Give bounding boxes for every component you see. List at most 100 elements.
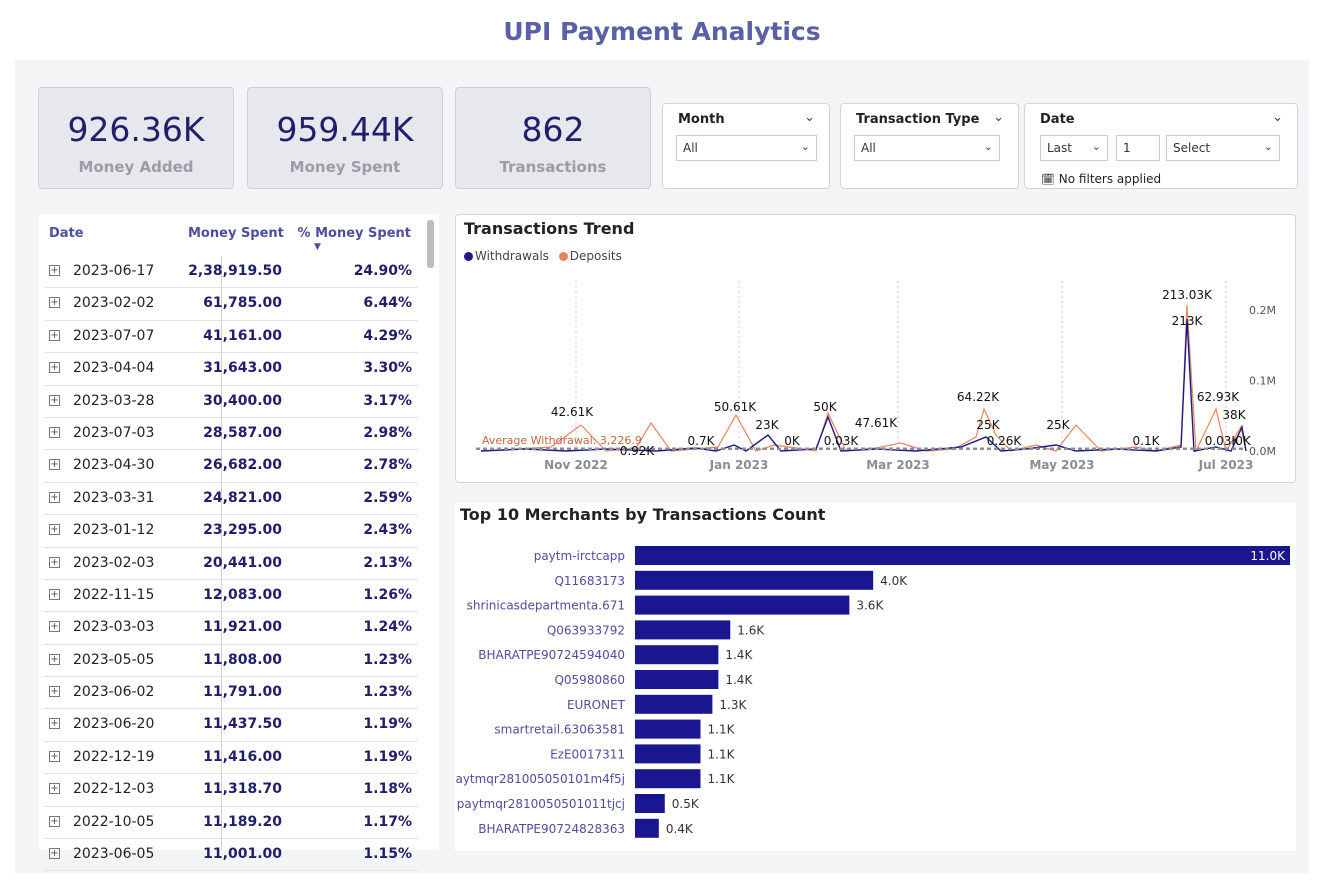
expand-icon[interactable]: + bbox=[49, 848, 60, 860]
merchant-bar[interactable] bbox=[635, 620, 731, 640]
legend-item-withdrawals[interactable]: Withdrawals bbox=[464, 249, 549, 263]
table-body: +2023-06-17 2,38,919.50 24.90% +2023-02-02 6… bbox=[44, 256, 418, 872]
merchant-bar[interactable] bbox=[635, 670, 719, 689]
deposits-series-line bbox=[480, 304, 1247, 454]
expand-icon[interactable]: + bbox=[49, 265, 60, 276]
merchant-bar[interactable] bbox=[635, 794, 665, 813]
expand-icon[interactable]: + bbox=[49, 750, 60, 762]
cell-date: 2022-12-03 bbox=[73, 781, 155, 798]
slicer-title: Month bbox=[678, 112, 725, 127]
expand-icon[interactable]: + bbox=[49, 459, 60, 471]
transaction-type-dropdown[interactable]: All ⌄ bbox=[854, 135, 1000, 161]
expand-icon[interactable]: + bbox=[49, 297, 60, 309]
table-row[interactable]: +2023-07-03 28,587.00 2.98% bbox=[44, 418, 418, 451]
kpi-card-transactions[interactable]: 862 Transactions bbox=[455, 87, 651, 189]
expand-icon[interactable]: + bbox=[49, 815, 60, 827]
table-row[interactable]: +2023-04-04 31,643.00 3.30% bbox=[44, 353, 418, 386]
table-scrollbar[interactable] bbox=[427, 220, 434, 268]
merchants-bar-chart[interactable]: paytm-irctcapp 11.0K Q11683173 4.0K shrinica… bbox=[455, 503, 1296, 851]
table-row[interactable]: +2023-01-12 23,295.00 2.43% bbox=[44, 515, 418, 548]
table-row[interactable]: +2023-03-03 11,921.00 1.24% bbox=[44, 612, 418, 645]
kpi-card-money-added[interactable]: 926.36K Money Added bbox=[38, 87, 234, 189]
merchant-bar[interactable] bbox=[635, 818, 659, 838]
category-label: BHARATPE90724594040 bbox=[478, 648, 625, 662]
dropdown-value: All bbox=[683, 141, 698, 155]
legend-label: Deposits bbox=[569, 249, 622, 263]
expand-icon[interactable]: + bbox=[49, 524, 60, 536]
cell-date: 2023-07-03 bbox=[73, 424, 155, 441]
cell-date: 2023-04-30 bbox=[73, 457, 155, 474]
table-row[interactable]: +2023-03-31 24,821.00 2.59% bbox=[44, 483, 418, 516]
period-count-input[interactable]: 1 bbox=[1116, 135, 1160, 161]
expand-icon[interactable]: + bbox=[49, 491, 60, 503]
data-label: 62.93K bbox=[1197, 390, 1240, 404]
kpi-value: 926.36K bbox=[67, 110, 205, 149]
expand-icon[interactable]: + bbox=[49, 426, 60, 438]
page-title: UPI Payment Analytics bbox=[503, 17, 821, 46]
trend-chart[interactable]: 0.0M 0.1M 0.2M Nov 2022 Jan 2023 Mar 2023 May … bbox=[456, 215, 1297, 484]
merchant-bar[interactable] bbox=[635, 595, 850, 615]
table-row[interactable]: +2022-11-15 12,083.00 1.26% bbox=[44, 580, 418, 613]
data-label: 0.92K bbox=[620, 444, 656, 458]
table-row[interactable]: +2023-06-02 11,791.00 1.23% bbox=[44, 677, 418, 710]
merchant-bar[interactable] bbox=[635, 546, 1290, 565]
month-slicer[interactable]: Month ⌄ All ⌄ bbox=[662, 103, 830, 189]
legend-item-deposits[interactable]: Deposits bbox=[558, 249, 622, 263]
merchant-bar[interactable] bbox=[635, 570, 874, 590]
date-slicer[interactable]: Date ⌄ Last ⌄ 1 Select ⌄ 🗓 No filters ap… bbox=[1024, 103, 1298, 189]
cell-money-spent: 24,821.00 bbox=[203, 489, 282, 506]
merchant-bar[interactable] bbox=[635, 645, 719, 665]
category-label: paytm-irctcapp bbox=[534, 549, 625, 563]
table-row[interactable]: +2023-07-07 41,161.00 4.29% bbox=[44, 321, 418, 354]
cell-pct-money-spent: 1.15% bbox=[363, 846, 412, 863]
cell-pct-money-spent: 1.17% bbox=[363, 813, 412, 830]
table-row[interactable]: +2022-12-03 11,318.70 1.18% bbox=[44, 774, 418, 807]
expand-icon[interactable]: + bbox=[49, 653, 60, 665]
table-row[interactable]: +2022-12-19 11,416.00 1.19% bbox=[44, 742, 418, 775]
column-header-money-spent[interactable]: Money Spent bbox=[188, 226, 284, 241]
table-row[interactable]: +2023-05-05 11,808.00 1.23% bbox=[44, 645, 418, 678]
table-row[interactable]: +2023-06-05 11,001.00 1.15% bbox=[44, 839, 418, 872]
kpi-card-money-spent[interactable]: 959.44K Money Spent bbox=[247, 87, 443, 189]
expand-icon[interactable]: + bbox=[49, 588, 60, 600]
table-row[interactable]: +2022-10-05 11,189.20 1.17% bbox=[44, 807, 418, 840]
month-dropdown[interactable]: All ⌄ bbox=[676, 135, 817, 161]
expand-icon[interactable]: + bbox=[49, 783, 60, 795]
merchant-bar[interactable] bbox=[635, 694, 713, 714]
chevron-down-icon[interactable]: ⌄ bbox=[993, 110, 1004, 125]
expand-icon[interactable]: + bbox=[49, 718, 60, 730]
column-header-pct-money-spent[interactable]: % Money Spent bbox=[297, 226, 411, 241]
merchant-bar[interactable] bbox=[635, 769, 701, 789]
expand-icon[interactable]: + bbox=[49, 329, 60, 341]
table-row[interactable]: +2023-06-20 11,437.50 1.19% bbox=[44, 709, 418, 742]
table-row[interactable]: +2023-03-28 30,400.00 3.17% bbox=[44, 386, 418, 418]
table-row[interactable]: +2023-02-02 61,785.00 6.44% bbox=[44, 288, 418, 321]
data-label: 213.03K bbox=[1162, 288, 1213, 302]
cell-date: 2023-06-05 bbox=[73, 846, 155, 863]
merchant-bar[interactable] bbox=[635, 744, 701, 764]
chevron-down-icon[interactable]: ⌄ bbox=[1272, 110, 1283, 125]
data-label: 25K bbox=[1046, 418, 1070, 432]
expand-icon[interactable]: + bbox=[49, 556, 60, 568]
merchant-bar[interactable] bbox=[635, 719, 701, 739]
transaction-type-slicer[interactable]: Transaction Type ⌄ All ⌄ bbox=[840, 103, 1019, 189]
table-row[interactable]: +2023-04-30 26,682.00 2.78% bbox=[44, 450, 418, 483]
table-row[interactable]: +2023-06-17 2,38,919.50 24.90% bbox=[44, 256, 418, 289]
value-label: 3.6K bbox=[856, 599, 884, 613]
chevron-down-icon[interactable]: ⌄ bbox=[804, 110, 815, 125]
cell-money-spent: 30,400.00 bbox=[203, 392, 282, 409]
expand-icon[interactable]: + bbox=[49, 362, 60, 374]
expand-icon[interactable]: + bbox=[49, 686, 60, 698]
cell-date: 2023-06-17 bbox=[73, 263, 155, 279]
table-row[interactable]: +2023-02-03 20,441.00 2.13% bbox=[44, 548, 418, 580]
data-label: 50.61K bbox=[714, 400, 757, 414]
cell-date: 2023-07-07 bbox=[73, 327, 155, 344]
data-label: 213K bbox=[1172, 314, 1204, 328]
period-unit-dropdown[interactable]: Select ⌄ bbox=[1166, 135, 1280, 161]
expand-icon[interactable]: + bbox=[49, 621, 60, 633]
relative-period-dropdown[interactable]: Last ⌄ bbox=[1040, 135, 1108, 161]
column-header-date[interactable]: Date bbox=[49, 226, 84, 241]
expand-icon[interactable]: + bbox=[49, 394, 60, 406]
category-label: Q05980860 bbox=[554, 673, 625, 687]
cell-pct-money-spent: 2.59% bbox=[363, 489, 412, 506]
